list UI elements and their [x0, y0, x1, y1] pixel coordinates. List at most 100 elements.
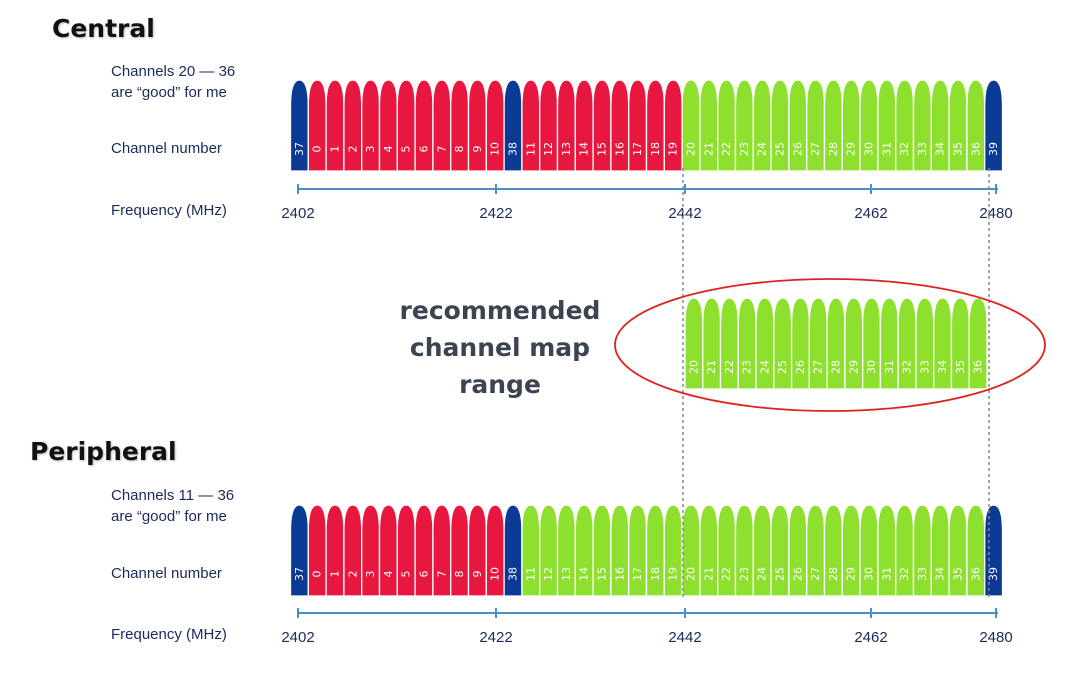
central-channel-24: [752, 79, 772, 172]
channel-number-label: 20: [685, 567, 698, 581]
channel-number-label: 27: [812, 360, 825, 374]
channel-number-label: 29: [847, 360, 860, 374]
channel-number-label: 7: [435, 571, 448, 578]
channel-number-label: 30: [865, 360, 878, 374]
recommended-channel-20: [684, 297, 704, 390]
central-channel-2: [343, 79, 363, 172]
peripheral-channel-16: [610, 504, 630, 597]
channel-number-label: 25: [774, 567, 787, 581]
peripheral-channel-35: [948, 504, 968, 597]
channel-number-label: 7: [435, 146, 448, 153]
peripheral-channel-36: [966, 504, 986, 597]
central-channel-9: [467, 79, 487, 172]
peripheral-channel-strip: 37 0 1 2 3 4 5 6 7 8 9 10 38 11 12 13 14 15 16 17 18 19 20 21 22…: [289, 504, 1004, 597]
central-channel-3: [361, 79, 381, 172]
peripheral-channel-17: [628, 504, 648, 597]
central-channel-8: [450, 79, 470, 172]
recommended-channel-22: [719, 297, 739, 390]
peripheral-channel-19: [663, 504, 683, 597]
peripheral-channel-25: [770, 504, 790, 597]
channel-number-label: 38: [507, 142, 520, 156]
peripheral-channel-26: [788, 504, 808, 597]
peripheral-frequency-tick-label: 2422: [479, 629, 512, 646]
central-frequency-tick-label: 2480: [979, 205, 1012, 222]
channel-number-label: 24: [756, 142, 769, 156]
central-channel-29: [841, 79, 861, 172]
central-good-line2: are “good” for me: [111, 84, 227, 101]
peripheral-channel-1: [325, 504, 345, 597]
central-channel-15: [592, 79, 612, 172]
central-channel-6: [414, 79, 434, 172]
channel-number-label: 17: [631, 567, 644, 581]
channel-number-label: 39: [987, 142, 1000, 156]
channel-number-label: 25: [774, 142, 787, 156]
peripheral-title: Peripheral: [30, 437, 177, 466]
peripheral-channel-27: [806, 504, 826, 597]
channel-number-label: 11: [524, 567, 537, 581]
central-channel-27: [806, 79, 826, 172]
recommended-channel-29: [844, 297, 864, 390]
central-channel-37: [289, 79, 309, 172]
channel-number-label: 2: [346, 146, 359, 153]
channel-number-label: 21: [705, 360, 718, 374]
central-channel-12: [539, 79, 559, 172]
recommended-channel-25: [773, 297, 793, 390]
channel-number-label: 1: [329, 571, 342, 578]
channel-number-label: 12: [542, 142, 555, 156]
channel-number-label: 35: [954, 360, 967, 374]
peripheral-channel-24: [752, 504, 772, 597]
peripheral-channel-9: [467, 504, 487, 597]
central-channel-23: [734, 79, 754, 172]
channel-number-label: 35: [952, 142, 965, 156]
channel-number-label: 23: [741, 360, 754, 374]
central-channel-30: [859, 79, 879, 172]
central-channel-34: [930, 79, 950, 172]
peripheral-good-line1: Channels 11 — 36: [111, 487, 235, 504]
central-channel-32: [895, 79, 915, 172]
central-frequency-label: Frequency (MHz): [111, 202, 227, 219]
channel-number-label: 6: [418, 146, 431, 153]
peripheral-channel-8: [450, 504, 470, 597]
channel-number-label: 23: [738, 142, 751, 156]
central-channel-38: [503, 79, 523, 172]
central-channel-33: [912, 79, 932, 172]
recommended-channel-35: [950, 297, 970, 390]
channel-number-label: 6: [418, 571, 431, 578]
recommended-channel-24: [755, 297, 775, 390]
peripheral-channel-4: [378, 504, 398, 597]
peripheral-channel-5: [396, 504, 416, 597]
channel-number-label: 8: [453, 146, 466, 153]
channel-number-label: 20: [685, 142, 698, 156]
channel-number-label: 33: [916, 142, 929, 156]
peripheral-channel-20: [681, 504, 701, 597]
channel-number-label: 19: [667, 567, 680, 581]
channel-number-label: 38: [507, 567, 520, 581]
central-channel-0: [307, 79, 327, 172]
channel-number-label: 35: [952, 567, 965, 581]
channel-number-label: 24: [756, 567, 769, 581]
central-channel-10: [485, 79, 505, 172]
channel-number-label: 18: [649, 142, 662, 156]
central-title: Central: [52, 14, 155, 43]
channel-number-label: 4: [382, 571, 395, 578]
central-frequency-tick-label: 2462: [854, 205, 887, 222]
recommended-channel-36: [968, 297, 988, 390]
channel-number-label: 29: [845, 142, 858, 156]
channel-number-label: 3: [364, 146, 377, 153]
peripheral-channel-13: [556, 504, 576, 597]
channel-number-label: 11: [524, 142, 537, 156]
recommended-channel-26: [790, 297, 811, 390]
channel-number-label: 5: [400, 146, 413, 153]
channel-number-label: 14: [578, 142, 591, 156]
peripheral-frequency-tick-label: 2402: [281, 629, 314, 646]
channel-number-label: 0: [311, 571, 324, 578]
channel-number-label: 36: [969, 142, 982, 156]
peripheral-frequency-tick-label: 2480: [979, 629, 1012, 646]
channel-number-label: 36: [972, 360, 985, 374]
channel-number-label: 0: [311, 146, 324, 153]
recommended-channel-21: [702, 297, 722, 390]
recommended-line3: range: [459, 370, 541, 399]
recommended-range-ellipse: [614, 278, 1046, 412]
channel-number-label: 34: [934, 567, 947, 581]
